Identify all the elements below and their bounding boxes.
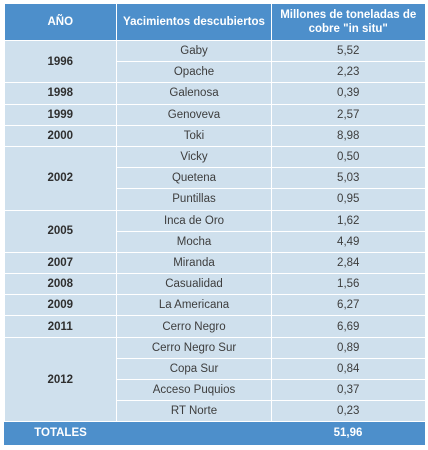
table-body: 1996 Gaby 5,52 Opache 2,23 1998 Galenosa 0,39 19… bbox=[4, 39, 425, 423]
header-year: AÑO bbox=[4, 4, 117, 41]
deposit-name-cell: Galenosa bbox=[116, 82, 272, 105]
header-tonnes: Millones de toneladas de cobre "in situ" bbox=[271, 4, 425, 41]
tonnes-value-cell: 6,27 bbox=[271, 294, 425, 317]
tonnes-value-cell: 4,49 bbox=[271, 230, 425, 253]
year-cell: 2000 bbox=[4, 124, 117, 147]
copper-deposits-table: AÑO Yacimientos descubiertos Millones de… bbox=[4, 4, 425, 446]
table-row: Quetena 5,03 bbox=[5, 167, 425, 190]
deposit-name-cell: Miranda bbox=[116, 251, 272, 275]
deposit-name-cell: Puntillas bbox=[116, 188, 272, 211]
year-cell: 1998 bbox=[4, 82, 117, 105]
tonnes-value-cell: 5,03 bbox=[271, 167, 425, 190]
deposit-name-cell: Acceso Puquios bbox=[116, 378, 272, 402]
tonnes-value-cell: 2,23 bbox=[271, 61, 425, 84]
table-row: 2002 Vicky 0,50 bbox=[4, 145, 425, 211]
table-row: Mocha 4,49 bbox=[5, 230, 425, 253]
table-row: Opache 2,23 bbox=[5, 61, 425, 84]
deposit-name-cell: RT Norte bbox=[116, 400, 272, 423]
year-cell: 2005 bbox=[4, 209, 117, 253]
table-row: Puntillas 0,95 bbox=[5, 188, 425, 211]
deposit-name-cell: La Americana bbox=[116, 294, 272, 317]
deposit-name-cell: Quetena bbox=[116, 167, 272, 190]
table-row: 2007 Miranda 2,84 bbox=[4, 251, 425, 275]
table-row: 1998 Galenosa 0,39 bbox=[4, 82, 425, 105]
header-row: AÑO Yacimientos descubiertos Millones de… bbox=[4, 4, 425, 41]
tonnes-value-cell: 1,56 bbox=[271, 273, 425, 296]
year-cell: 1996 bbox=[4, 39, 117, 84]
deposit-name-cell: Cerro Negro Sur bbox=[116, 336, 272, 359]
year-cell: 2008 bbox=[4, 273, 117, 296]
header-deposits: Yacimientos descubiertos bbox=[116, 4, 272, 41]
deposit-name-cell: Casualidad bbox=[116, 273, 272, 296]
deposit-name-cell: Opache bbox=[116, 61, 272, 84]
tonnes-value-cell: 0,39 bbox=[271, 82, 425, 105]
deposit-name-cell: Inca de Oro bbox=[116, 209, 272, 232]
year-cell: 1999 bbox=[4, 103, 117, 126]
tonnes-value-cell: 2,84 bbox=[271, 251, 425, 275]
deposit-name-cell: Mocha bbox=[116, 230, 272, 253]
tonnes-value-cell: 8,98 bbox=[271, 124, 425, 147]
table-row: 2005 Inca de Oro 1,62 bbox=[4, 209, 425, 253]
totals-row: TOTALES 51,96 bbox=[4, 421, 425, 446]
deposit-name-cell: Genoveva bbox=[116, 103, 272, 126]
tonnes-value-cell: 1,62 bbox=[271, 209, 425, 232]
tonnes-value-cell: 6,69 bbox=[271, 315, 425, 338]
year-cell: 2007 bbox=[4, 251, 117, 275]
table-row: 1999 Genoveva 2,57 bbox=[4, 103, 425, 126]
table-row: 2008 Casualidad 1,56 bbox=[4, 273, 425, 296]
tonnes-value-cell: 2,57 bbox=[271, 103, 425, 126]
table-row: 2011 Cerro Negro 6,69 bbox=[4, 315, 425, 338]
totals-empty bbox=[116, 421, 272, 446]
tonnes-value-cell: 5,52 bbox=[271, 39, 425, 63]
year-cell: 2002 bbox=[4, 145, 117, 211]
tonnes-value-cell: 0,37 bbox=[271, 378, 425, 402]
tonnes-value-cell: 0,95 bbox=[271, 188, 425, 211]
year-cell: 2009 bbox=[4, 294, 117, 317]
table-footer: TOTALES 51,96 bbox=[4, 421, 425, 446]
tonnes-value-cell: 0,50 bbox=[271, 145, 425, 169]
deposit-name-cell: Cerro Negro bbox=[116, 315, 272, 338]
tonnes-value-cell: 0,84 bbox=[271, 357, 425, 381]
deposit-name-cell: Vicky bbox=[116, 145, 272, 169]
table-header: AÑO Yacimientos descubiertos Millones de… bbox=[4, 4, 425, 41]
table-row: 1996 Gaby 5,52 bbox=[4, 39, 425, 84]
totals-value: 51,96 bbox=[271, 421, 425, 446]
table-row: 2000 Toki 8,98 bbox=[4, 124, 425, 147]
tonnes-value-cell: 0,23 bbox=[271, 400, 425, 423]
year-cell: 2012 bbox=[4, 336, 117, 423]
table-row: 2009 La Americana 6,27 bbox=[4, 294, 425, 317]
table-row: RT Norte 0,23 bbox=[5, 400, 425, 423]
deposit-name-cell: Gaby bbox=[116, 39, 272, 63]
deposit-name-cell: Copa Sur bbox=[116, 357, 272, 381]
deposit-name-cell: Toki bbox=[116, 124, 272, 147]
table-row: 2012 Cerro Negro Sur 0,89 bbox=[4, 336, 425, 423]
year-cell: 2011 bbox=[4, 315, 117, 338]
totals-label: TOTALES bbox=[4, 421, 117, 446]
tonnes-value-cell: 0,89 bbox=[271, 336, 425, 359]
